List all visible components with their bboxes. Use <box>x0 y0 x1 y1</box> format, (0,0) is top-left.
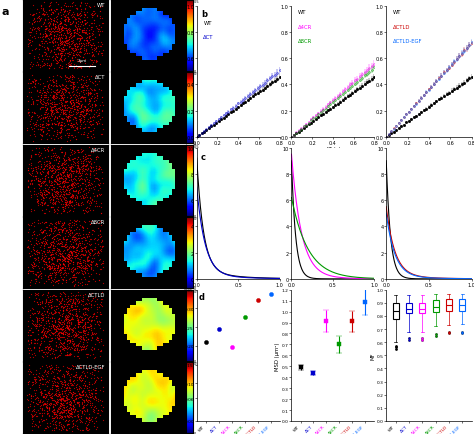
Point <box>445 329 453 335</box>
Text: b: b <box>201 10 207 20</box>
Point <box>419 336 426 343</box>
Point <box>241 313 248 320</box>
Point <box>405 335 413 342</box>
Point <box>267 291 274 298</box>
Y-axis label: D$_{lat}$ (μm² s$^{-1}$): D$_{lat}$ (μm² s$^{-1}$) <box>173 337 183 374</box>
Point <box>392 343 400 350</box>
Text: ΔCT: ΔCT <box>203 35 214 40</box>
Point <box>228 344 236 351</box>
Point <box>458 329 466 335</box>
Y-axis label: SM (% total): SM (% total) <box>181 197 186 230</box>
Point <box>458 330 466 337</box>
Y-axis label: MSD (μm²): MSD (μm²) <box>179 57 185 87</box>
Y-axis label: MSD (μm²): MSD (μm²) <box>275 341 280 370</box>
Point <box>215 326 222 333</box>
Point <box>392 345 400 352</box>
Text: WT: WT <box>298 10 307 16</box>
X-axis label: dT (s): dT (s) <box>325 147 341 151</box>
Text: Δ4CR: Δ4CR <box>298 25 312 30</box>
Text: WT: WT <box>393 10 401 16</box>
Text: d: d <box>198 293 204 302</box>
Text: a: a <box>2 7 9 16</box>
Point <box>419 335 426 342</box>
Text: Δ8CR: Δ8CR <box>298 39 312 44</box>
Point <box>445 330 453 337</box>
Point <box>432 331 439 338</box>
Text: c: c <box>201 152 206 161</box>
Point <box>432 332 439 339</box>
Point <box>405 336 413 343</box>
Y-axis label: MF: MF <box>370 352 375 359</box>
Text: WT: WT <box>203 21 212 26</box>
Point <box>392 344 400 351</box>
Point <box>254 297 261 304</box>
Point <box>202 339 210 346</box>
Text: ΔCTLD-EGF: ΔCTLD-EGF <box>393 39 422 44</box>
X-axis label: D$_{lat}$ (μm² s$^{-1}$): D$_{lat}$ (μm² s$^{-1}$) <box>314 288 352 299</box>
Text: ΔCTLD: ΔCTLD <box>393 25 410 30</box>
